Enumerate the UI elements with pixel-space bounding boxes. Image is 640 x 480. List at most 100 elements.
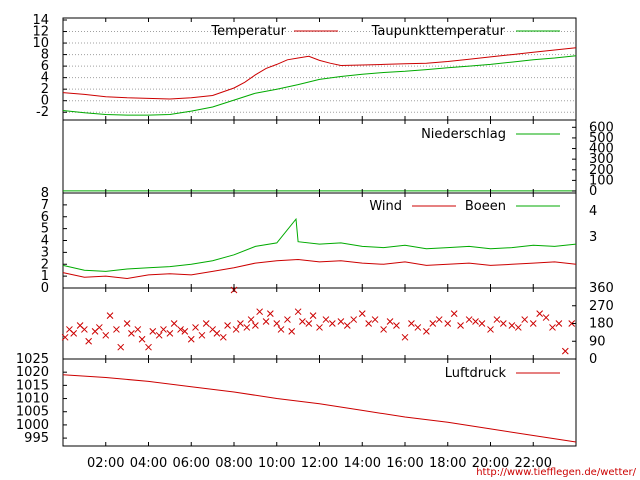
x-tick-label-3: 08:00: [215, 456, 252, 471]
wind-direction-point-13: [128, 330, 135, 337]
wind-direction-point-4: [81, 326, 88, 333]
wind-direction-point-34: [237, 320, 244, 327]
y-tick-label-1-3: 300: [589, 152, 614, 167]
y2-tick-label-2-1: 3: [589, 230, 597, 245]
wind-direction-point-77: [514, 324, 522, 331]
wind-direction-point-39: [262, 318, 270, 325]
wind-direction-point-37: [252, 322, 259, 329]
x-tick-label-8: 18:00: [429, 456, 466, 471]
wind-direction-point-74: [493, 316, 501, 323]
y-tick-label-1-1: 500: [589, 131, 614, 146]
wind-direction-point-71: [472, 318, 479, 325]
legend-niederschlag-label: Niederschlag: [421, 127, 506, 142]
series-line-0-1: [62, 55, 577, 116]
wind-direction-point-2: [70, 330, 78, 337]
wind-direction-point-65: [429, 320, 437, 327]
x-tick-label-7: 16:00: [386, 456, 423, 471]
y-tick-label-2-3: 5: [41, 222, 49, 237]
legend-boeen-label: Boeen: [465, 199, 506, 214]
y-tick-label-2-2: 6: [41, 210, 49, 225]
wind-direction-point-52: [337, 318, 345, 325]
y-tick-label-0-7: 0: [41, 94, 49, 109]
wind-direction-point-24: [187, 335, 195, 343]
y-tick-label-4-1: 1020: [16, 365, 49, 380]
wind-direction-point-18: [155, 331, 163, 339]
wind-direction-point-14: [134, 326, 142, 333]
wind-direction-point-54: [350, 316, 358, 323]
wind-direction-point-72: [478, 320, 486, 327]
x-tick-label-9: 20:00: [472, 456, 509, 471]
y-tick-label-0-5: 4: [41, 71, 49, 86]
y-tick-label-2-5: 3: [41, 245, 49, 260]
wind-direction-point-53: [343, 322, 351, 329]
y-tick-label-4-4: 1005: [16, 405, 49, 420]
x-tick-label-10: 22:00: [515, 456, 552, 471]
y-tick-label-2-0: 8: [41, 186, 49, 201]
legend-temperatur-label: Temperatur: [210, 24, 286, 39]
wind-direction-point-44: [288, 328, 296, 335]
wind-direction-point-50: [322, 316, 330, 323]
y-tick-label-4-0: 1025: [16, 352, 49, 367]
wind-direction-point-29: [213, 330, 221, 337]
wind-direction-point-83: [555, 320, 563, 327]
wind-direction-point-81: [542, 314, 550, 321]
wind-direction-point-82: [549, 324, 556, 331]
wind-direction-point-27: [202, 320, 210, 327]
y-tick-label-1-0: 600: [589, 120, 614, 135]
wind-direction-point-63: [414, 324, 422, 331]
series-line-2-0: [62, 258, 577, 280]
y-tick-label-1-5: 100: [589, 173, 614, 188]
y-tick-label-3-3: 90: [589, 334, 606, 349]
wind-direction-point-49: [316, 324, 323, 331]
x-tick-label-6: 14:00: [344, 456, 381, 471]
wind-direction-point-35: [243, 324, 251, 331]
wind-direction-point-61: [401, 333, 409, 341]
wind-direction-point-20: [166, 330, 174, 337]
y-tick-label-2-1: 7: [41, 198, 49, 213]
footer-url-link[interactable]: http://www.tiefflegen.de/wetter/: [476, 467, 636, 478]
wind-direction-point-46: [299, 318, 306, 325]
wind-direction-point-10: [113, 326, 120, 333]
wind-direction-point-75: [499, 320, 507, 327]
wind-direction-point-11: [117, 343, 125, 351]
legend-taupunkt-label: Taupunkttemperatur: [371, 24, 506, 39]
wind-direction-point-5: [85, 337, 93, 345]
wind-direction-point-69: [457, 322, 464, 329]
y-tick-label-4-2: 1015: [16, 378, 49, 393]
wind-direction-point-59: [386, 318, 394, 325]
wind-direction-point-26: [198, 331, 206, 339]
wind-direction-point-55: [358, 310, 366, 317]
y-tick-label-3-4: 0: [589, 352, 597, 367]
wind-direction-point-62: [408, 320, 415, 327]
wind-direction-point-25: [192, 324, 199, 331]
x-tick-label-1: 04:00: [130, 456, 167, 471]
wind-direction-point-70: [465, 316, 473, 323]
wind-direction-point-73: [487, 326, 494, 333]
legend-luftdruck-label: Luftdruck: [445, 366, 507, 381]
wind-direction-point-0: [61, 333, 69, 341]
wind-direction-point-41: [273, 320, 281, 327]
wind-direction-point-40: [266, 310, 274, 317]
wind-direction-point-60: [393, 322, 400, 329]
wind-direction-point-17: [149, 328, 157, 335]
wind-direction-point-33: [232, 326, 240, 333]
y-tick-label-3-2: 180: [589, 317, 614, 332]
y-tick-label-0-3: 8: [41, 48, 49, 63]
y-tick-label-0-4: 6: [41, 59, 49, 74]
y2-tick-label-2-0: 4: [589, 204, 597, 219]
y-tick-label-0-6: 2: [41, 82, 49, 97]
wind-direction-point-66: [435, 316, 443, 323]
wind-direction-point-9: [106, 312, 114, 319]
wind-direction-point-8: [102, 331, 110, 339]
x-tick-label-2: 06:00: [173, 456, 210, 471]
wind-direction-point-84: [561, 347, 569, 355]
wind-direction-point-78: [521, 316, 529, 323]
legend-wind-label: Wind: [369, 199, 402, 214]
y-tick-label-2-8: 0: [41, 281, 49, 296]
x-tick-label-4: 10:00: [258, 456, 295, 471]
y-tick-label-0-8: -2: [36, 105, 49, 120]
wind-direction-point-36: [247, 316, 255, 323]
wind-direction-point-16: [145, 343, 152, 351]
y-tick-label-4-5: 1000: [16, 418, 49, 433]
